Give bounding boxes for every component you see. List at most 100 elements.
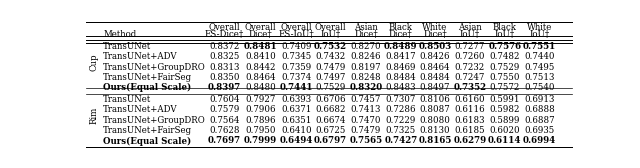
Text: 0.6410: 0.6410 [281, 126, 312, 135]
Text: 0.7345: 0.7345 [281, 52, 311, 61]
Text: 0.6935: 0.6935 [524, 126, 555, 135]
Text: 0.8270: 0.8270 [351, 42, 381, 51]
Text: 0.7950: 0.7950 [245, 126, 276, 135]
Text: Ours(Equal Scale): Ours(Equal Scale) [103, 136, 191, 145]
Text: 0.8489: 0.8489 [384, 42, 418, 51]
Text: IoU†: IoU† [320, 30, 340, 39]
Text: 0.6393: 0.6393 [281, 95, 311, 104]
Text: 0.7551: 0.7551 [523, 42, 556, 51]
Text: TransUNet+FairSeg: TransUNet+FairSeg [103, 126, 193, 135]
Text: 0.6116: 0.6116 [454, 105, 485, 114]
Text: 0.7482: 0.7482 [490, 52, 520, 61]
Text: Dice†: Dice† [423, 30, 447, 39]
Text: 0.7564: 0.7564 [209, 116, 239, 125]
Text: 0.7441: 0.7441 [280, 83, 313, 92]
Text: 0.8350: 0.8350 [209, 73, 239, 82]
Text: 0.8484: 0.8484 [420, 73, 451, 82]
Text: 0.6674: 0.6674 [315, 116, 346, 125]
Text: 0.6887: 0.6887 [524, 116, 555, 125]
Text: 0.7277: 0.7277 [454, 42, 485, 51]
Text: 0.8106: 0.8106 [420, 95, 451, 104]
Text: Overall: Overall [280, 23, 312, 32]
Text: 0.7325: 0.7325 [386, 126, 416, 135]
Text: 0.6183: 0.6183 [454, 116, 485, 125]
Text: 0.8087: 0.8087 [420, 105, 451, 114]
Text: 0.5991: 0.5991 [490, 95, 520, 104]
Text: 0.7432: 0.7432 [316, 52, 346, 61]
Text: IoU†: IoU† [495, 30, 515, 39]
Text: 0.8313: 0.8313 [209, 62, 239, 72]
Text: ES-Dice†: ES-Dice† [205, 30, 244, 39]
Text: 0.8483: 0.8483 [385, 83, 416, 92]
Text: Asian: Asian [458, 23, 482, 32]
Text: 0.7540: 0.7540 [524, 83, 555, 92]
Text: 0.7457: 0.7457 [351, 95, 381, 104]
Text: 0.7906: 0.7906 [245, 105, 276, 114]
Text: 0.8426: 0.8426 [420, 52, 450, 61]
Text: Overall: Overall [209, 23, 240, 32]
Text: Dice†: Dice† [354, 30, 378, 39]
Text: 0.6114: 0.6114 [488, 136, 522, 145]
Text: 0.7579: 0.7579 [209, 105, 239, 114]
Text: IoU†: IoU† [529, 30, 550, 39]
Text: 0.8497: 0.8497 [420, 83, 450, 92]
Text: 0.7529: 0.7529 [315, 83, 346, 92]
Text: Overall: Overall [244, 23, 276, 32]
Text: Cup: Cup [90, 54, 99, 71]
Text: 0.8484: 0.8484 [385, 73, 416, 82]
Text: TransUNet: TransUNet [103, 95, 152, 104]
Text: Ours(Equal Scale): Ours(Equal Scale) [103, 83, 191, 92]
Text: 0.7286: 0.7286 [385, 105, 416, 114]
Text: 0.7927: 0.7927 [245, 95, 276, 104]
Text: 0.7513: 0.7513 [524, 73, 555, 82]
Text: 0.8469: 0.8469 [385, 62, 416, 72]
Text: 0.8248: 0.8248 [351, 73, 381, 82]
Text: 0.7479: 0.7479 [351, 126, 381, 135]
Text: White: White [422, 23, 447, 32]
Text: 0.6682: 0.6682 [315, 105, 346, 114]
Text: 0.6351: 0.6351 [281, 116, 312, 125]
Text: TransUNet+GroupDRO: TransUNet+GroupDRO [103, 116, 206, 125]
Text: TransUNet: TransUNet [103, 42, 152, 51]
Text: Rim: Rim [90, 107, 99, 124]
Text: Dice†: Dice† [249, 30, 273, 39]
Text: 0.5899: 0.5899 [490, 116, 520, 125]
Text: 0.7497: 0.7497 [315, 73, 346, 82]
Text: 0.7413: 0.7413 [351, 105, 381, 114]
Text: 0.8442: 0.8442 [245, 62, 276, 72]
Text: Dice†: Dice† [389, 30, 413, 39]
Text: 0.7529: 0.7529 [490, 62, 520, 72]
Text: TransUNet+ADV: TransUNet+ADV [103, 52, 178, 61]
Text: 0.8080: 0.8080 [419, 116, 451, 125]
Text: 0.8480: 0.8480 [245, 83, 276, 92]
Text: 0.8464: 0.8464 [420, 62, 450, 72]
Text: 0.6994: 0.6994 [523, 136, 556, 145]
Text: 0.7896: 0.7896 [245, 116, 276, 125]
Text: 0.7307: 0.7307 [386, 95, 416, 104]
Text: 0.7479: 0.7479 [315, 62, 346, 72]
Text: IoU†: IoU† [460, 30, 480, 39]
Text: 0.8165: 0.8165 [419, 136, 452, 145]
Text: Black: Black [389, 23, 413, 32]
Text: 0.7697: 0.7697 [207, 136, 241, 145]
Text: 0.8197: 0.8197 [351, 62, 381, 72]
Text: White: White [527, 23, 552, 32]
Text: 0.7628: 0.7628 [209, 126, 239, 135]
Text: 0.6706: 0.6706 [315, 95, 346, 104]
Text: 0.8130: 0.8130 [420, 126, 451, 135]
Text: 0.6913: 0.6913 [524, 95, 555, 104]
Text: 0.7247: 0.7247 [454, 73, 485, 82]
Text: 0.6185: 0.6185 [454, 126, 485, 135]
Text: 0.7229: 0.7229 [386, 116, 416, 125]
Text: 0.7409: 0.7409 [281, 42, 312, 51]
Text: 0.8325: 0.8325 [209, 52, 239, 61]
Text: 0.8372: 0.8372 [209, 42, 239, 51]
Text: 0.7604: 0.7604 [209, 95, 239, 104]
Text: 0.7495: 0.7495 [524, 62, 555, 72]
Text: Asian: Asian [354, 23, 378, 32]
Text: 0.7352: 0.7352 [453, 83, 486, 92]
Text: 0.6888: 0.6888 [524, 105, 555, 114]
Text: 0.7576: 0.7576 [488, 42, 521, 51]
Text: 0.8320: 0.8320 [349, 83, 383, 92]
Text: 0.7470: 0.7470 [351, 116, 381, 125]
